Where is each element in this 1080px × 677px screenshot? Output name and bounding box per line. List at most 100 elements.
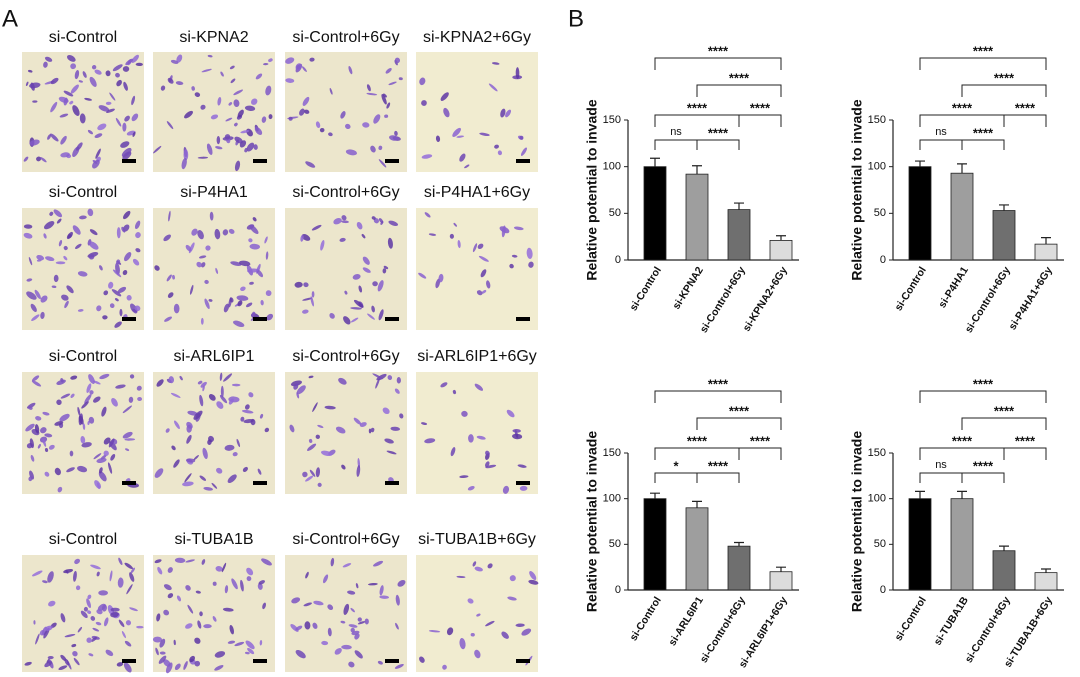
cell (28, 406, 33, 410)
cell (367, 313, 375, 320)
cell (115, 72, 120, 78)
cell (116, 259, 121, 265)
cell (26, 291, 37, 300)
cell (96, 457, 107, 464)
cell (183, 149, 189, 161)
cell (185, 458, 196, 463)
cell (154, 559, 162, 564)
cell (394, 130, 398, 136)
cell (347, 590, 356, 595)
cell (77, 271, 88, 277)
cell (125, 620, 132, 626)
significance-bracket (919, 472, 963, 483)
micrograph-background (22, 372, 144, 494)
cell (209, 211, 214, 221)
cell (47, 134, 52, 140)
cell (31, 314, 40, 321)
micrograph-background (153, 555, 275, 672)
cell (48, 444, 55, 450)
cell (246, 576, 252, 582)
cell (234, 122, 238, 127)
cell (395, 594, 400, 606)
cell (58, 239, 63, 247)
cell (418, 272, 427, 279)
cell (72, 105, 80, 116)
cell (79, 113, 86, 124)
cell (228, 102, 233, 106)
cell (118, 557, 123, 566)
cell (110, 454, 116, 461)
cell (77, 465, 88, 473)
cell (81, 401, 89, 409)
cell (23, 156, 29, 162)
cell (327, 627, 332, 637)
micrograph (285, 208, 407, 330)
micrograph-background (153, 52, 275, 172)
cell (528, 261, 534, 268)
x-tick-label: si-KPNA2 (670, 265, 706, 312)
cell (54, 421, 64, 426)
cell (195, 590, 201, 594)
significance-bracket (654, 139, 698, 150)
cell (384, 114, 389, 118)
cell (317, 424, 324, 428)
cell (193, 455, 199, 461)
cell (199, 611, 203, 617)
micrograph (153, 208, 275, 330)
cell (23, 232, 33, 239)
cell (121, 226, 126, 233)
cell (294, 281, 303, 288)
scale-bar (253, 481, 267, 485)
cell (163, 609, 170, 616)
cell (42, 580, 48, 584)
cell (299, 108, 305, 116)
cell (47, 571, 54, 583)
image-label: si-Control+6Gy (292, 29, 399, 46)
cell (73, 570, 77, 582)
cell (130, 567, 136, 574)
cell (219, 372, 223, 381)
cell (72, 650, 78, 657)
cell (305, 161, 316, 168)
cell (428, 233, 437, 236)
cell (244, 404, 250, 410)
significance-label: **** (687, 100, 708, 115)
cell (81, 442, 92, 448)
cell (215, 267, 219, 274)
cell (268, 58, 273, 62)
cell (229, 65, 235, 70)
cell (231, 383, 241, 387)
cell (424, 438, 436, 444)
cell (247, 647, 255, 655)
cell (320, 450, 333, 457)
cell (167, 292, 174, 298)
cell (111, 289, 122, 297)
micrograph (416, 208, 538, 330)
cell (216, 467, 223, 474)
significance-bracket (696, 472, 740, 483)
error-bar (692, 500, 702, 508)
cell (234, 641, 245, 647)
cell (315, 434, 320, 439)
cell (196, 261, 202, 268)
image-label: si-TUBA1B (174, 531, 253, 548)
cell (131, 54, 139, 63)
cell (187, 604, 194, 614)
cell (288, 116, 293, 121)
cell (208, 299, 213, 302)
cell (168, 376, 175, 384)
y-axis-label: Relative potential to invade (849, 431, 865, 612)
cell (244, 147, 248, 153)
cell (485, 620, 495, 627)
cell (256, 269, 264, 278)
significance-label: **** (994, 70, 1015, 85)
cell (232, 452, 238, 457)
cell (26, 278, 33, 282)
scale-bar (253, 317, 267, 321)
cell (257, 468, 262, 475)
cell (111, 397, 118, 407)
cell (338, 377, 347, 385)
cell (308, 375, 314, 379)
cell (107, 462, 113, 474)
cell (170, 392, 181, 398)
